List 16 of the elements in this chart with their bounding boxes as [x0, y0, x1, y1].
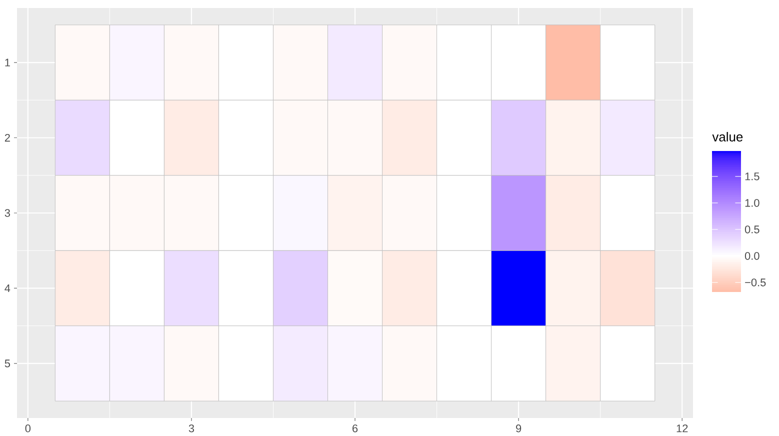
y-tick-label: 1	[5, 58, 10, 66]
color-bar-label: −0.5	[745, 278, 766, 286]
y-tick-label: 4	[4, 284, 10, 292]
color-bar-label: 1.5	[745, 172, 760, 180]
x-tick-label: 9	[516, 424, 522, 432]
x-tick-label: 12	[676, 424, 688, 432]
x-tick-label: 6	[352, 424, 358, 432]
color-bar-title: value	[712, 132, 743, 142]
y-tick-label: 3	[4, 209, 10, 217]
y-tick-label: 5	[4, 360, 10, 368]
color-bar-label: 1.0	[745, 199, 760, 207]
x-tick-label: 3	[188, 424, 194, 432]
color-bar-label: 0.0	[744, 252, 760, 260]
color-bar-label: 0.5	[744, 226, 760, 234]
x-tick-label: 0	[25, 424, 31, 432]
y-tick-label: 2	[4, 134, 10, 142]
